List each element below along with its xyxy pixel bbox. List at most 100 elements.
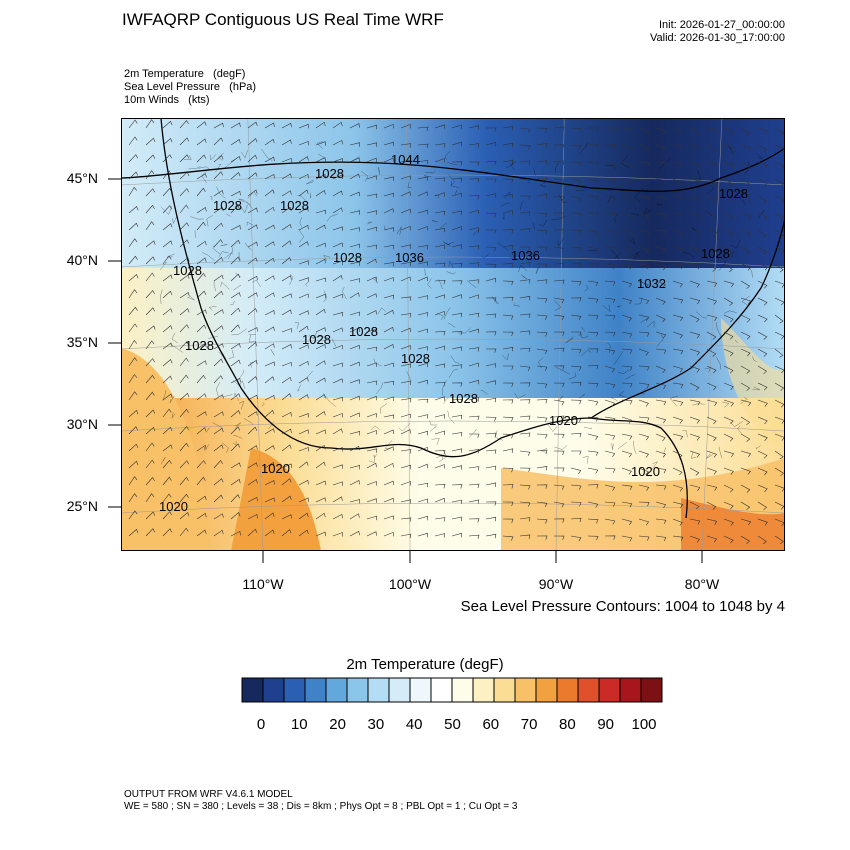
longitude-line	[247, 118, 264, 551]
wind-barb	[519, 227, 531, 233]
wind-barb	[247, 207, 258, 214]
wind-barb	[451, 226, 462, 231]
wind-barb	[145, 272, 155, 282]
wind-barb	[621, 484, 633, 491]
wind-barb	[128, 255, 138, 265]
wind-barb	[400, 429, 411, 435]
wind-barb	[706, 348, 717, 357]
wind-barb	[281, 393, 292, 401]
pressure-label: 1028	[401, 351, 430, 366]
wind-barb	[332, 496, 343, 503]
county-line	[406, 371, 411, 381]
wind-barb	[689, 467, 700, 476]
wind-barb	[468, 178, 480, 183]
wind-barb	[213, 459, 223, 469]
wind-barb	[400, 191, 411, 197]
wind-barb	[366, 531, 377, 537]
wind-barb	[264, 241, 275, 248]
county-line	[468, 429, 477, 438]
wind-barb	[519, 450, 531, 456]
wind-barb	[281, 478, 292, 486]
wind-barb	[672, 229, 683, 237]
wind-barb	[434, 227, 446, 233]
wind-barb	[417, 126, 429, 131]
wind-barb	[247, 308, 258, 316]
wind-barb	[485, 348, 497, 353]
wind-barb	[774, 450, 784, 460]
wind-barb	[502, 142, 514, 148]
wind-barb	[553, 195, 565, 201]
wind-barb	[298, 529, 309, 537]
wind-barb	[230, 239, 241, 248]
pressure-label: 1044	[391, 152, 420, 167]
wind-barb	[213, 478, 224, 486]
county-line	[224, 158, 237, 169]
wind-barb	[706, 331, 717, 340]
wind-barb	[621, 263, 633, 270]
wind-barb	[281, 328, 292, 333]
wind-barb	[706, 212, 717, 220]
wind-barb	[179, 408, 189, 418]
wind-barb	[281, 275, 292, 282]
latitude-line	[121, 256, 785, 268]
wind-barb	[196, 374, 206, 384]
county-line	[740, 397, 748, 404]
county-line	[222, 442, 229, 453]
wind-barb	[706, 535, 718, 543]
wind-barb	[740, 212, 752, 220]
county-line	[682, 251, 695, 259]
county-line	[438, 449, 447, 463]
wind-barb	[179, 324, 189, 333]
wind-barb	[723, 382, 734, 390]
pressure-label: 1020	[261, 461, 290, 476]
wind-barb	[383, 176, 395, 181]
wind-barb	[757, 467, 768, 476]
wind-barb	[196, 290, 207, 299]
wind-barb	[451, 432, 463, 437]
wind-barb	[230, 205, 241, 214]
wind-barb	[468, 245, 480, 250]
wind-barb	[383, 380, 395, 386]
county-line	[758, 209, 765, 219]
wind-barb	[553, 518, 565, 523]
wind-barb	[638, 212, 649, 220]
wind-barb	[230, 343, 241, 350]
weather-map: 1044 1028 1028 1028 1028 1028 1036 1036 …	[121, 118, 785, 551]
wind-barb	[604, 348, 616, 355]
wind-barb	[179, 239, 190, 248]
wind-barb	[621, 467, 632, 475]
wind-barbs	[128, 119, 785, 545]
colorbar-swatch	[283, 677, 306, 703]
wind-barb	[383, 446, 394, 452]
wind-barb	[519, 127, 531, 133]
county-line	[443, 397, 449, 404]
wind-barb	[587, 331, 599, 337]
wind-barb	[400, 327, 411, 333]
wind-barb	[196, 154, 207, 163]
county-line	[331, 338, 336, 347]
county-line	[171, 332, 178, 344]
wind-barb	[588, 161, 599, 166]
wind-barb	[519, 178, 531, 184]
wind-barb	[536, 382, 548, 388]
lat-label-45: 45°N	[66, 170, 98, 186]
wind-barb	[468, 499, 480, 504]
pressure-label: 1028	[349, 324, 378, 339]
pressure-label: 1036	[395, 250, 424, 265]
wind-barb	[723, 195, 734, 203]
county-line	[233, 435, 243, 439]
wind-barb	[417, 414, 429, 419]
wind-barb	[196, 173, 207, 180]
county-line	[755, 445, 761, 450]
wind-barb	[349, 465, 361, 470]
wind-barb	[213, 122, 224, 129]
wind-barb	[315, 308, 326, 316]
wind-barb	[162, 154, 172, 163]
wind-barb	[740, 178, 751, 187]
county-line	[448, 368, 459, 379]
wind-barb	[400, 481, 411, 486]
county-line	[439, 223, 447, 229]
wind-barb	[179, 357, 189, 367]
wind-barb	[264, 189, 275, 197]
wind-barb	[672, 280, 683, 288]
